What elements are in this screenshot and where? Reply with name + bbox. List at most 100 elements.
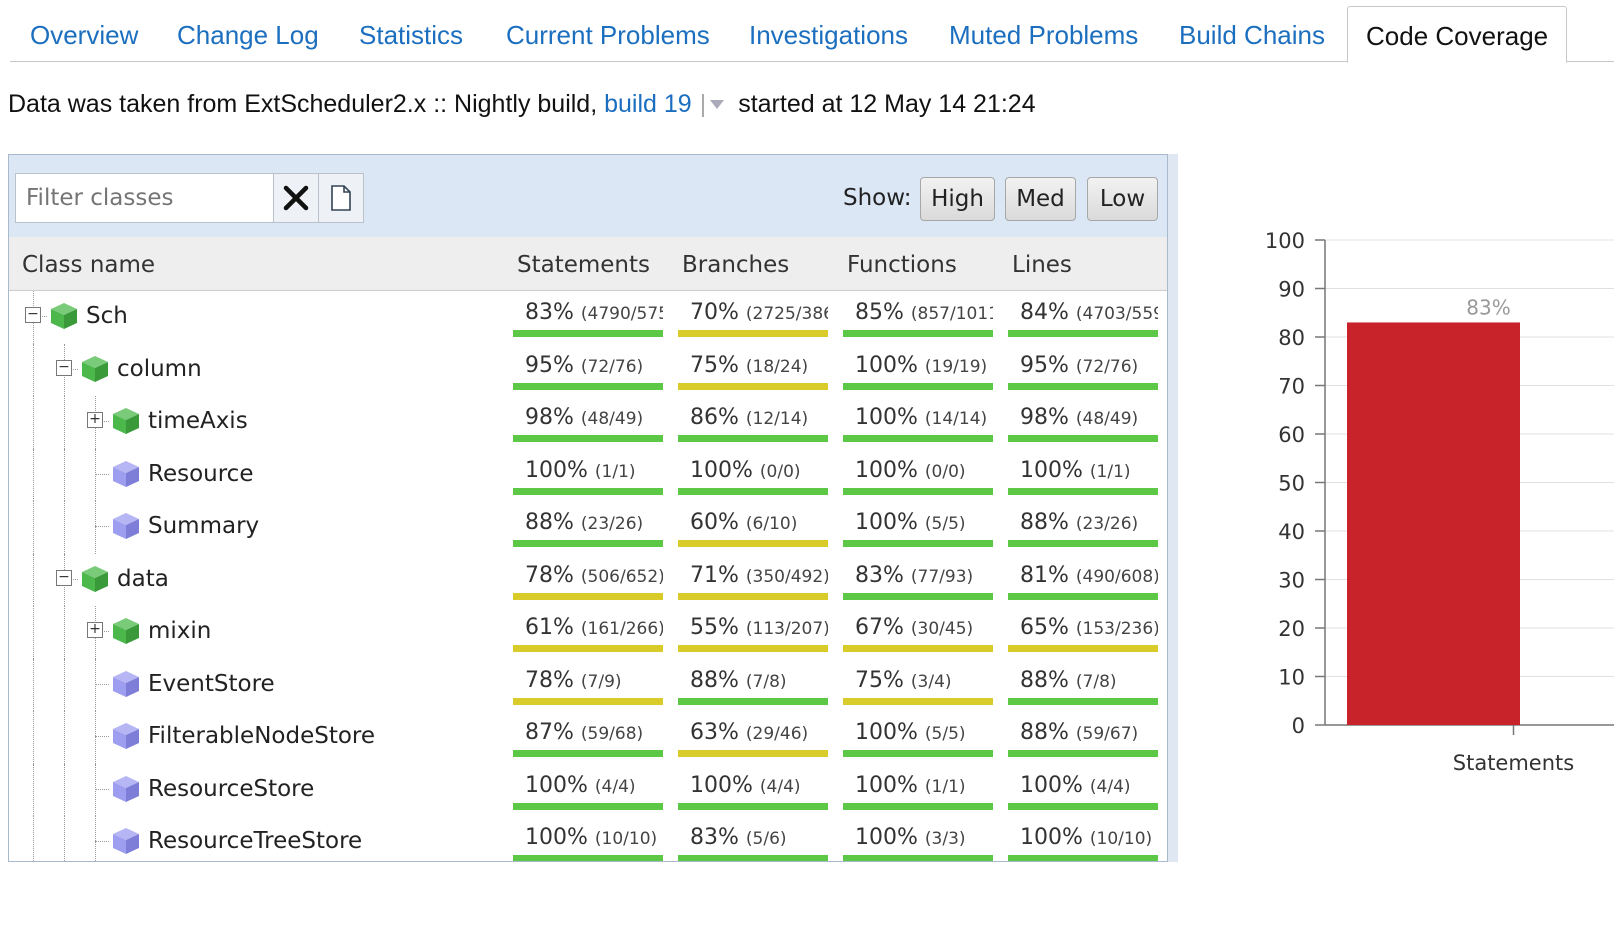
tree-guide-line <box>33 396 34 449</box>
coverage-bar <box>678 487 828 495</box>
table-row[interactable]: ResourceStore 100% (4/4) 100% (4/4) 100% (1… <box>9 763 1167 816</box>
tree-guide-line <box>95 683 109 685</box>
table-row[interactable]: + timeAxis 98% (48/49) 86% (12/14) 100% (14/… <box>9 396 1167 449</box>
coverage-percent: 100% <box>525 772 588 798</box>
close-icon <box>283 185 309 211</box>
coverage-bar <box>843 540 993 547</box>
class-name[interactable]: Resource <box>148 460 254 487</box>
coverage-bar <box>843 330 993 337</box>
tree-guide-line <box>64 816 65 861</box>
tree-guide-line <box>33 448 34 501</box>
tab-code-coverage[interactable]: Code Coverage <box>1347 6 1568 63</box>
clear-filter-button[interactable] <box>273 173 319 223</box>
coverage-detail: (72/76) <box>1075 356 1139 377</box>
data-label: 83% <box>1466 295 1510 319</box>
show-low-button[interactable]: Low <box>1087 177 1158 221</box>
class-name[interactable]: FilterableNodeStore <box>148 723 376 749</box>
coverage-cell: 98% (48/49) <box>1008 396 1158 448</box>
coverage-cell: 63% (29/46) <box>678 711 828 763</box>
tree-guide-line <box>95 658 96 711</box>
coverage-percent: 60% <box>690 510 739 535</box>
coverage-percent: 100% <box>855 510 918 535</box>
coverage-percent: 83% <box>525 300 574 325</box>
package-cube-icon <box>80 354 110 384</box>
expand-icon[interactable]: + <box>87 622 103 638</box>
tab-overview[interactable]: Overview <box>30 20 139 50</box>
expand-icon[interactable]: + <box>87 412 103 428</box>
collapse-icon[interactable]: − <box>56 569 72 586</box>
class-name[interactable]: column <box>117 355 202 382</box>
tab-change-log[interactable]: Change Log <box>177 20 319 50</box>
coverage-cell: 83% (77/93) <box>843 554 993 606</box>
coverage-bar <box>678 382 828 390</box>
coverage-value: 100% (3/3) <box>855 825 966 850</box>
tree-guide-line <box>95 473 109 475</box>
coverage-bar <box>678 645 828 652</box>
tab-investigations[interactable]: Investigations <box>749 20 908 50</box>
class-name[interactable]: mixin <box>148 618 212 644</box>
panel-scroll-track <box>1168 154 1178 862</box>
class-name[interactable]: data <box>117 565 169 592</box>
chevron-down-icon[interactable] <box>710 99 725 109</box>
coverage-percent: 83% <box>690 825 739 850</box>
collapse-icon[interactable]: − <box>25 307 41 323</box>
coverage-detail: (14/14) <box>924 409 988 429</box>
coverage-cell: 55% (113/207) <box>678 606 828 658</box>
coverage-bar <box>1008 750 1158 757</box>
tab-statistics[interactable]: Statistics <box>359 20 464 50</box>
table-row[interactable]: EventStore 78% (7/9) 88% (7/8) 75% (3/4) 88%… <box>9 658 1167 711</box>
coverage-percent: 70% <box>690 300 739 325</box>
coverage-bar <box>513 435 663 442</box>
class-name[interactable]: ResourceTreeStore <box>148 828 363 854</box>
table-row[interactable]: − Sch 83% (4790/5752) 70% (2725/3868) 85% (8… <box>9 291 1167 344</box>
coverage-percent: 100% <box>855 457 918 483</box>
coverage-cell: 95% (72/76) <box>1008 344 1158 396</box>
tab-muted-problems[interactable]: Muted Problems <box>949 20 1139 50</box>
coverage-bar <box>513 382 663 390</box>
class-name[interactable]: Sch <box>86 303 128 329</box>
class-name[interactable]: EventStore <box>148 670 275 697</box>
header-lines[interactable]: Lines <box>1012 252 1072 278</box>
filter-classes-input[interactable] <box>15 173 275 223</box>
show-high-button[interactable]: High <box>920 177 995 221</box>
coverage-percent: 100% <box>1020 772 1083 798</box>
coverage-percent: 100% <box>855 825 918 850</box>
coverage-detail: (0/0) <box>924 461 966 482</box>
table-row[interactable]: − data 78% (506/652) 71% (350/492) 83% (77/9… <box>9 553 1167 606</box>
class-name[interactable]: timeAxis <box>148 408 248 434</box>
tree-guide-line <box>95 448 96 501</box>
header-statements[interactable]: Statements <box>517 252 651 278</box>
coverage-bar <box>843 487 993 495</box>
coverage-bar <box>678 750 828 757</box>
table-row[interactable]: FilterableNodeStore 87% (59/68) 63% (29/46… <box>9 711 1167 764</box>
collapse-icon[interactable]: − <box>56 359 72 376</box>
tab-current-problems[interactable]: Current Problems <box>506 20 710 50</box>
table-row[interactable]: Resource 100% (1/1) 100% (0/0) 100% (0/0) 10… <box>9 448 1167 501</box>
class-name[interactable]: Summary <box>148 513 260 539</box>
class-name[interactable]: ResourceStore <box>148 775 315 802</box>
coverage-percent: 75% <box>690 352 739 378</box>
table-row[interactable]: Summary 88% (23/26) 60% (6/10) 100% (5/5) 88… <box>9 501 1167 554</box>
coverage-cell: 70% (2725/3868) <box>678 291 828 343</box>
coverage-value: 84% (4703/5591) <box>1020 300 1158 325</box>
coverage-percent: 55% <box>690 615 739 640</box>
table-row[interactable]: + mixin 61% (161/266) 55% (113/207) 67% (30/… <box>9 606 1167 659</box>
header-class-name[interactable]: Class name <box>22 252 156 278</box>
coverage-cell: 100% (10/10) <box>1008 816 1158 861</box>
y-tick-label: 30 <box>1278 569 1305 593</box>
table-row[interactable]: ResourceTreeStore 100% (10/10) 83% (5/6) 10… <box>9 816 1167 861</box>
tree-guide-line <box>33 816 34 861</box>
coverage-value: 81% (490/608) <box>1020 563 1158 588</box>
show-med-button[interactable]: Med <box>1005 177 1076 221</box>
table-row[interactable]: − column 95% (72/76) 75% (18/24) 100% (19/19… <box>9 343 1167 396</box>
coverage-bar <box>513 487 663 495</box>
coverage-detail: (161/266) <box>580 619 663 639</box>
build-link[interactable]: build 19 <box>604 90 692 118</box>
header-branches[interactable]: Branches <box>682 252 790 278</box>
header-functions[interactable]: Functions <box>847 252 957 278</box>
tab-build-chains[interactable]: Build Chains <box>1179 20 1325 50</box>
export-button[interactable] <box>318 173 364 223</box>
coverage-detail: (59/68) <box>580 724 644 744</box>
coverage-value: 61% (161/266) <box>525 615 663 640</box>
coverage-detail: (1/1) <box>1089 461 1131 482</box>
